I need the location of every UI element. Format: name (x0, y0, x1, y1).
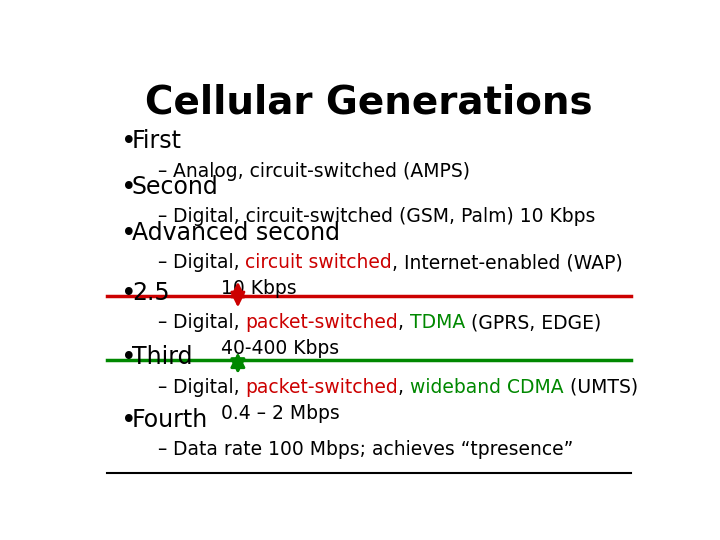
Text: Digital,: Digital, (173, 378, 246, 397)
Text: •: • (121, 281, 136, 307)
Text: ,: , (398, 313, 410, 333)
Text: Third: Third (132, 346, 192, 369)
Text: –: – (157, 207, 166, 226)
Text: Digital,: Digital, (173, 253, 246, 272)
Text: –: – (157, 253, 166, 272)
Text: •: • (121, 175, 136, 201)
Text: –: – (157, 161, 166, 181)
Text: First: First (132, 129, 182, 153)
Text: ,: , (398, 378, 410, 397)
Text: Data rate 100 Mbps; achieves “tpresence”: Data rate 100 Mbps; achieves “tpresence” (173, 440, 573, 459)
Text: Digital, circuit-switched (GSM, Palm) 10 Kbps: Digital, circuit-switched (GSM, Palm) 10… (173, 207, 595, 226)
Text: Advanced second: Advanced second (132, 221, 340, 245)
Text: 2.5: 2.5 (132, 281, 169, 305)
Text: Cellular Generations: Cellular Generations (145, 84, 593, 122)
Text: •: • (121, 129, 136, 155)
Text: (UMTS): (UMTS) (564, 378, 638, 397)
Text: packet-switched: packet-switched (246, 378, 398, 397)
Text: Analog, circuit-switched (AMPS): Analog, circuit-switched (AMPS) (173, 161, 469, 181)
Text: 10 Kbps: 10 Kbps (173, 279, 296, 298)
Text: Fourth: Fourth (132, 408, 208, 432)
Text: circuit switched: circuit switched (246, 253, 392, 272)
Text: (GPRS, EDGE): (GPRS, EDGE) (465, 313, 601, 333)
Text: –: – (157, 440, 166, 459)
Text: –: – (157, 378, 166, 397)
Text: packet-switched: packet-switched (246, 313, 398, 333)
Text: 40-400 Kbps: 40-400 Kbps (173, 339, 338, 358)
Text: •: • (121, 346, 136, 372)
Text: •: • (121, 408, 136, 434)
Text: TDMA: TDMA (410, 313, 465, 333)
Text: , Internet-enabled (WAP): , Internet-enabled (WAP) (392, 253, 623, 272)
Text: 0.4 – 2 Mbps: 0.4 – 2 Mbps (173, 404, 339, 423)
Text: Second: Second (132, 175, 219, 199)
Text: •: • (121, 221, 136, 247)
Text: wideband CDMA: wideband CDMA (410, 378, 564, 397)
Text: –: – (157, 313, 166, 333)
Text: Digital,: Digital, (173, 313, 246, 333)
